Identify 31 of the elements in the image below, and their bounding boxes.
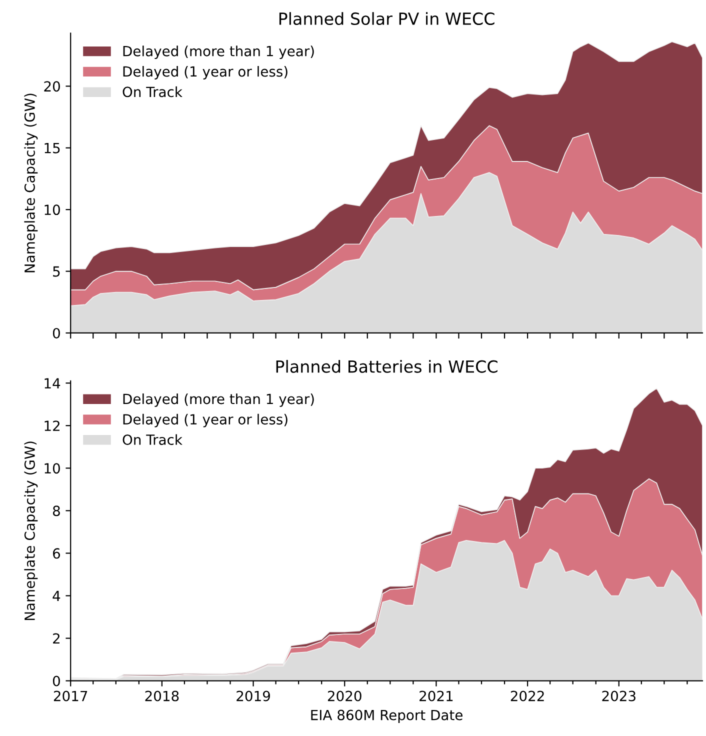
- y-tick-label: 5: [53, 266, 60, 277]
- x-tick-label: 2023: [602, 690, 636, 702]
- x-tick-label: 2021: [420, 690, 453, 702]
- chart-title: Planned Solar PV in WECC: [279, 12, 494, 26]
- x-tick-label: 2020: [328, 690, 362, 702]
- x-tick-label: 2018: [145, 690, 179, 702]
- y-tick-label: 0: [52, 328, 60, 338]
- x-tick-label: 2017: [54, 690, 88, 702]
- y-tick-label: 10: [44, 204, 60, 216]
- legend-label: Delayed (1 year or less): [123, 66, 288, 80]
- y-tick-label: 4: [52, 590, 60, 602]
- legend-label: On Track: [122, 86, 182, 98]
- legend-label: Delayed (more than 1 year): [123, 393, 314, 407]
- y-axis-title: Nameplate Capacity (GW): [24, 94, 38, 272]
- legend-label: Delayed (1 year or less): [123, 414, 288, 428]
- x-tick-label: 2019: [236, 690, 270, 702]
- y-tick-label: 8: [52, 506, 60, 516]
- legend-label: Delayed (more than 1 year): [123, 46, 314, 60]
- x-tick-label: 2022: [510, 690, 544, 702]
- y-tick-label: 2: [53, 633, 60, 644]
- y-axis-title: Nameplate Capacity (GW): [24, 442, 38, 620]
- y-tick-label: 12: [44, 420, 60, 431]
- y-tick-label: 6: [53, 548, 60, 559]
- legend-label: On Track: [122, 434, 182, 445]
- x-axis-title: EIA 860M Report Date: [311, 710, 462, 723]
- y-tick-label: 14: [44, 378, 60, 388]
- y-tick-label: 15: [44, 143, 60, 154]
- y-tick-label: 20: [44, 81, 60, 92]
- y-tick-label: 0: [52, 676, 60, 686]
- chart-title: Planned Batteries in WECC: [276, 360, 498, 373]
- y-tick-label: 10: [44, 463, 60, 474]
